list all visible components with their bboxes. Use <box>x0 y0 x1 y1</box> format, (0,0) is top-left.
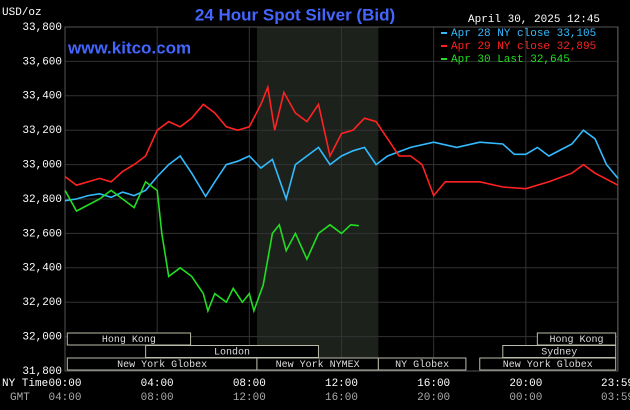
y-tick-label: 33,800 <box>22 22 62 34</box>
x-tick-label: 12:00 <box>325 378 358 390</box>
session-label: New York NYMEX <box>276 359 360 371</box>
x2-tick-label: 16:00 <box>325 392 358 404</box>
series-line <box>64 129 619 202</box>
session-box <box>479 357 617 371</box>
session-label: NY Globex <box>395 359 449 371</box>
legend-label: Apr 29 NY close 32,895 <box>451 41 596 53</box>
session-label: Hong Kong <box>102 335 156 346</box>
y-tick-label: 33,600 <box>22 56 62 68</box>
y-tick-label: 33,200 <box>22 125 62 137</box>
y-tick-label: 32,600 <box>22 228 62 240</box>
chart-title: 24 Hour Spot Silver (Bid) <box>195 5 395 24</box>
y-tick-label: 32,000 <box>22 332 62 344</box>
session-label: Sydney <box>541 347 577 359</box>
y-tick-label: 31,800 <box>22 366 62 378</box>
session-box <box>377 357 467 371</box>
x2-tick-label: 04:00 <box>48 392 81 404</box>
x2-tick-label: 08:00 <box>141 392 174 404</box>
series-line <box>64 84 619 198</box>
series-line <box>64 180 359 314</box>
source: www.kitco.com <box>67 38 191 57</box>
x-tick-label: 04:00 <box>141 378 174 390</box>
legend-label: Apr 30 Last 32,645 <box>451 54 570 66</box>
y-tick-label: 32,400 <box>22 263 62 275</box>
x2-tick-label: 03:59 <box>601 392 630 404</box>
x-axis-label: NY Time <box>2 378 48 390</box>
y-axis-label: USD/oz <box>2 7 42 19</box>
x2-tick-label: 20:00 <box>417 392 450 404</box>
session-label: New York Globex <box>117 359 207 371</box>
plot-frame <box>64 26 619 372</box>
x-tick-label: 08:00 <box>233 378 266 390</box>
session-label: Hong Kong <box>550 335 604 346</box>
y-tick-label: 33,000 <box>22 160 62 172</box>
y-tick-label: 32,200 <box>22 297 62 309</box>
x2-tick-label: 12:00 <box>233 392 266 404</box>
y-tick-label: 33,400 <box>22 91 62 103</box>
x-tick-label: 23:59 <box>601 378 630 390</box>
x2-axis-label: GMT <box>10 392 30 404</box>
x-tick-label: 20:00 <box>509 378 542 390</box>
session-box <box>66 332 192 346</box>
legend-label: Apr 28 NY close 33,105 <box>451 28 596 40</box>
timestamp: April 30, 2025 12:45 <box>468 14 600 26</box>
x-tick-label: 00:00 <box>48 378 81 390</box>
session-label: London <box>214 347 250 359</box>
session-label: New York Globex <box>503 359 593 371</box>
y-tick-label: 32,800 <box>22 194 62 206</box>
x-tick-label: 16:00 <box>417 378 450 390</box>
x2-tick-label: 00:00 <box>509 392 542 404</box>
